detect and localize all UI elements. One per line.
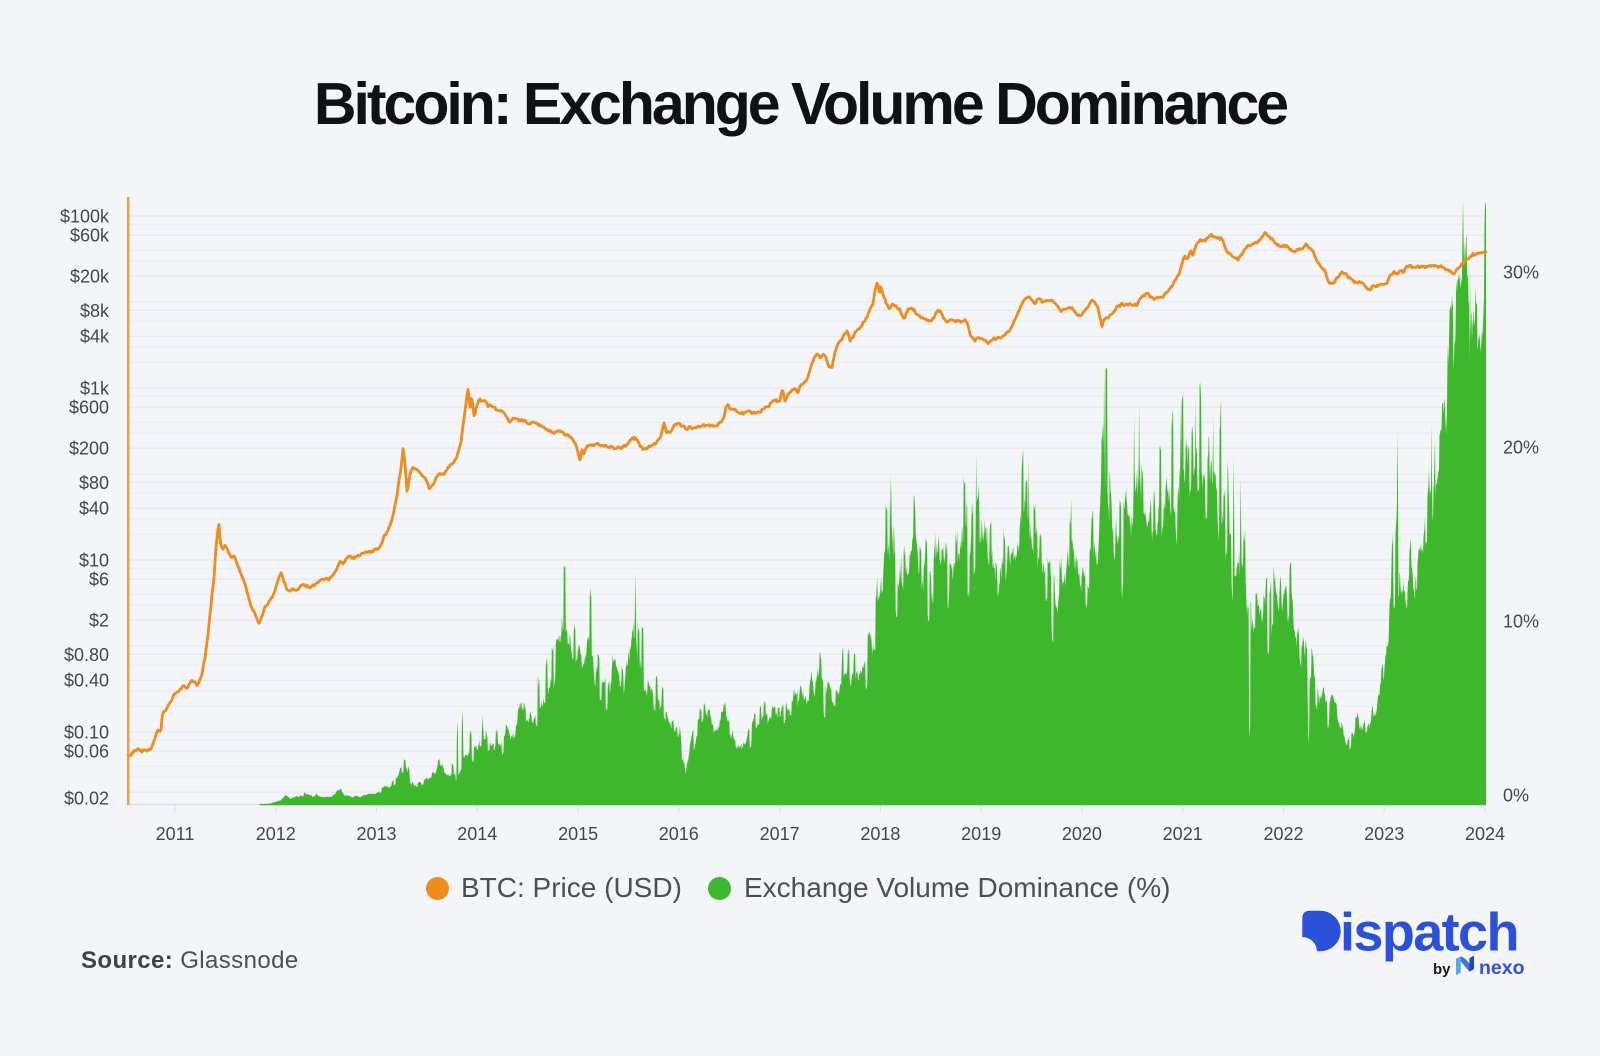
svg-text:$10: $10 bbox=[79, 551, 109, 571]
svg-text:2017: 2017 bbox=[760, 824, 800, 844]
svg-text:2022: 2022 bbox=[1263, 824, 1303, 844]
svg-text:2021: 2021 bbox=[1163, 824, 1203, 844]
svg-text:nexo: nexo bbox=[1479, 957, 1525, 979]
svg-text:2015: 2015 bbox=[558, 824, 598, 844]
svg-text:2013: 2013 bbox=[356, 824, 396, 844]
svg-text:ispatch: ispatch bbox=[1340, 903, 1518, 963]
svg-text:$40: $40 bbox=[79, 499, 109, 519]
svg-text:$1k: $1k bbox=[80, 379, 110, 399]
svg-text:20%: 20% bbox=[1503, 438, 1539, 458]
svg-text:2023: 2023 bbox=[1364, 824, 1404, 844]
svg-text:$200: $200 bbox=[69, 439, 109, 459]
svg-text:by: by bbox=[1433, 961, 1451, 978]
svg-text:2019: 2019 bbox=[961, 824, 1001, 844]
svg-text:$0.06: $0.06 bbox=[64, 742, 109, 762]
svg-text:10%: 10% bbox=[1503, 612, 1539, 632]
svg-text:$100k: $100k bbox=[60, 207, 110, 227]
svg-text:2016: 2016 bbox=[659, 824, 699, 844]
svg-text:2020: 2020 bbox=[1062, 824, 1102, 844]
svg-text:$0.02: $0.02 bbox=[64, 789, 109, 809]
svg-text:2014: 2014 bbox=[457, 824, 497, 844]
svg-text:$4k: $4k bbox=[80, 327, 110, 347]
svg-text:2011: 2011 bbox=[156, 824, 195, 844]
svg-text:$6: $6 bbox=[89, 570, 109, 590]
svg-text:$60k: $60k bbox=[70, 226, 110, 246]
svg-text:2018: 2018 bbox=[860, 824, 900, 844]
svg-text:$0.80: $0.80 bbox=[64, 645, 109, 665]
svg-text:$2: $2 bbox=[89, 611, 109, 631]
svg-text:$0.10: $0.10 bbox=[64, 723, 109, 743]
svg-text:$0.40: $0.40 bbox=[64, 671, 109, 691]
svg-text:2024: 2024 bbox=[1465, 824, 1505, 844]
svg-text:$20k: $20k bbox=[70, 267, 110, 287]
svg-text:$80: $80 bbox=[79, 473, 109, 493]
svg-text:$8k: $8k bbox=[80, 301, 110, 321]
svg-text:2012: 2012 bbox=[256, 824, 296, 844]
svg-text:$600: $600 bbox=[69, 398, 109, 418]
svg-text:0%: 0% bbox=[1503, 786, 1529, 806]
svg-text:30%: 30% bbox=[1503, 263, 1539, 283]
